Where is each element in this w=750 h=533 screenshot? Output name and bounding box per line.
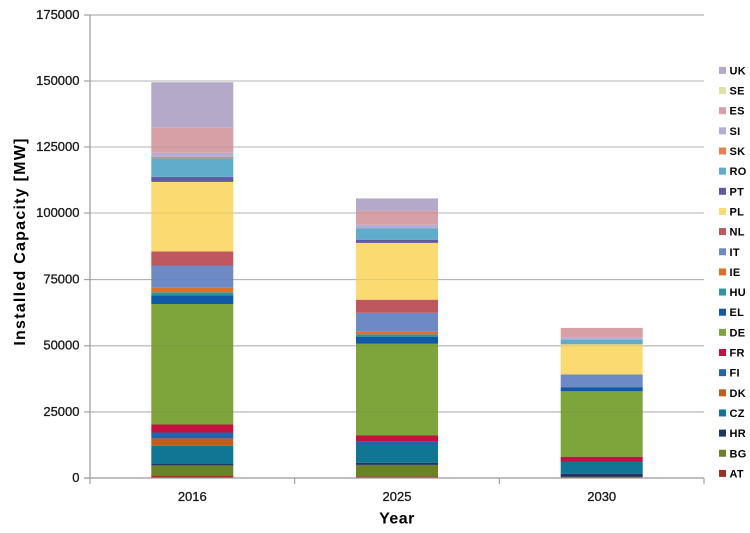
svg-text:FR: FR xyxy=(730,348,745,360)
svg-text:PT: PT xyxy=(730,186,745,198)
svg-text:ES: ES xyxy=(730,106,745,118)
svg-text:SI: SI xyxy=(730,126,741,138)
svg-text:175000: 175000 xyxy=(36,7,79,22)
svg-text:25000: 25000 xyxy=(43,404,79,419)
svg-text:2025: 2025 xyxy=(383,489,412,504)
svg-text:IT: IT xyxy=(730,247,740,259)
svg-text:HU: HU xyxy=(730,287,747,299)
svg-text:BG: BG xyxy=(730,448,747,460)
svg-text:SE: SE xyxy=(730,86,745,98)
svg-text:HR: HR xyxy=(730,428,747,440)
svg-text:125000: 125000 xyxy=(36,139,79,154)
svg-text:PL: PL xyxy=(730,206,745,218)
svg-text:2030: 2030 xyxy=(587,489,616,504)
svg-text:DK: DK xyxy=(730,388,747,400)
svg-text:EL: EL xyxy=(730,307,745,319)
svg-text:Installed Capacity [MW]: Installed Capacity [MW] xyxy=(12,137,29,345)
svg-text:SK: SK xyxy=(730,146,746,158)
svg-text:UK: UK xyxy=(730,65,747,77)
svg-text:AT: AT xyxy=(730,468,744,480)
svg-text:75000: 75000 xyxy=(43,272,79,287)
svg-text:0: 0 xyxy=(72,470,79,485)
svg-text:50000: 50000 xyxy=(43,338,79,353)
svg-text:NL: NL xyxy=(730,227,745,239)
svg-text:150000: 150000 xyxy=(36,73,79,88)
svg-text:DE: DE xyxy=(730,327,746,339)
svg-text:Year: Year xyxy=(379,511,415,528)
svg-text:IE: IE xyxy=(730,267,741,279)
svg-text:FI: FI xyxy=(730,368,740,380)
svg-text:100000: 100000 xyxy=(36,205,79,220)
svg-text:RO: RO xyxy=(730,166,747,178)
svg-text:CZ: CZ xyxy=(730,408,745,420)
svg-text:2016: 2016 xyxy=(178,489,207,504)
